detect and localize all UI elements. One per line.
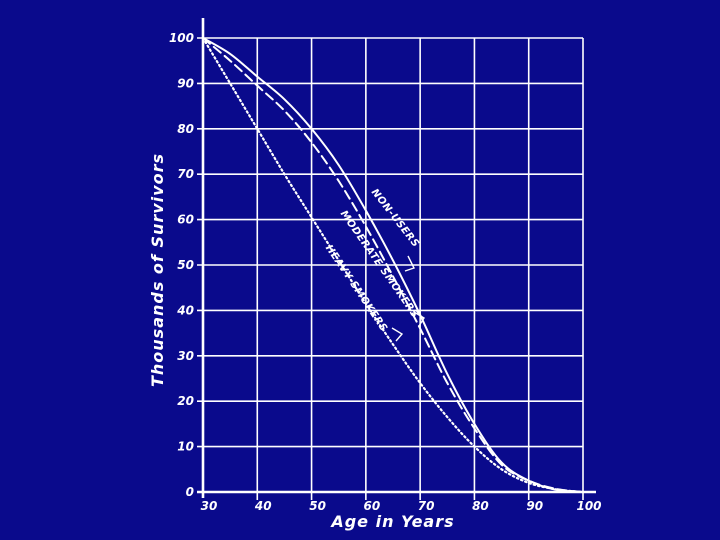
series-lines bbox=[201, 36, 585, 494]
x-axis-title: Age in Years bbox=[329, 512, 454, 531]
leader-non-users bbox=[404, 255, 415, 272]
tick-labels: 30 40 50 60 70 80 90 100 0 10 20 30 40 50 60 70 80 90 100 bbox=[169, 31, 602, 513]
y-tick-label-30: 30 bbox=[177, 349, 194, 363]
y-tick-label-40: 40 bbox=[176, 303, 194, 317]
y-tick-label-70: 70 bbox=[177, 167, 194, 181]
y-tick-label-100: 100 bbox=[169, 31, 194, 45]
y-axis-title: Thousands of Survivors bbox=[148, 153, 167, 387]
x-tick-label-70: 70 bbox=[418, 499, 435, 513]
leader-moderate-smokers bbox=[413, 311, 425, 327]
y-tick-label-60: 60 bbox=[177, 213, 194, 227]
grid bbox=[197, 37, 584, 500]
leader-heavy-smokers bbox=[391, 327, 404, 342]
x-tick-label-30: 30 bbox=[201, 499, 218, 513]
x-tick-label-40: 40 bbox=[254, 499, 272, 513]
y-tick-label-20: 20 bbox=[177, 394, 194, 408]
x-tick-label-60: 60 bbox=[364, 499, 381, 513]
y-tick-label-0: 0 bbox=[186, 485, 194, 499]
x-tick-label-90: 90 bbox=[526, 499, 543, 513]
x-tick-label-100: 100 bbox=[576, 499, 601, 513]
x-tick-label-80: 80 bbox=[472, 499, 489, 513]
y-tick-label-50: 50 bbox=[177, 258, 194, 272]
y-tick-label-90: 90 bbox=[177, 76, 194, 90]
series-line-heavy-smokers bbox=[201, 36, 585, 494]
annotation-non-users: NON-USERS bbox=[369, 187, 421, 250]
x-tick-label-50: 50 bbox=[309, 499, 326, 513]
axes bbox=[197, 18, 596, 498]
y-tick-label-10: 10 bbox=[177, 440, 194, 454]
series-line-moderate-smokers bbox=[202, 37, 584, 493]
y-tick-label-80: 80 bbox=[177, 122, 194, 136]
